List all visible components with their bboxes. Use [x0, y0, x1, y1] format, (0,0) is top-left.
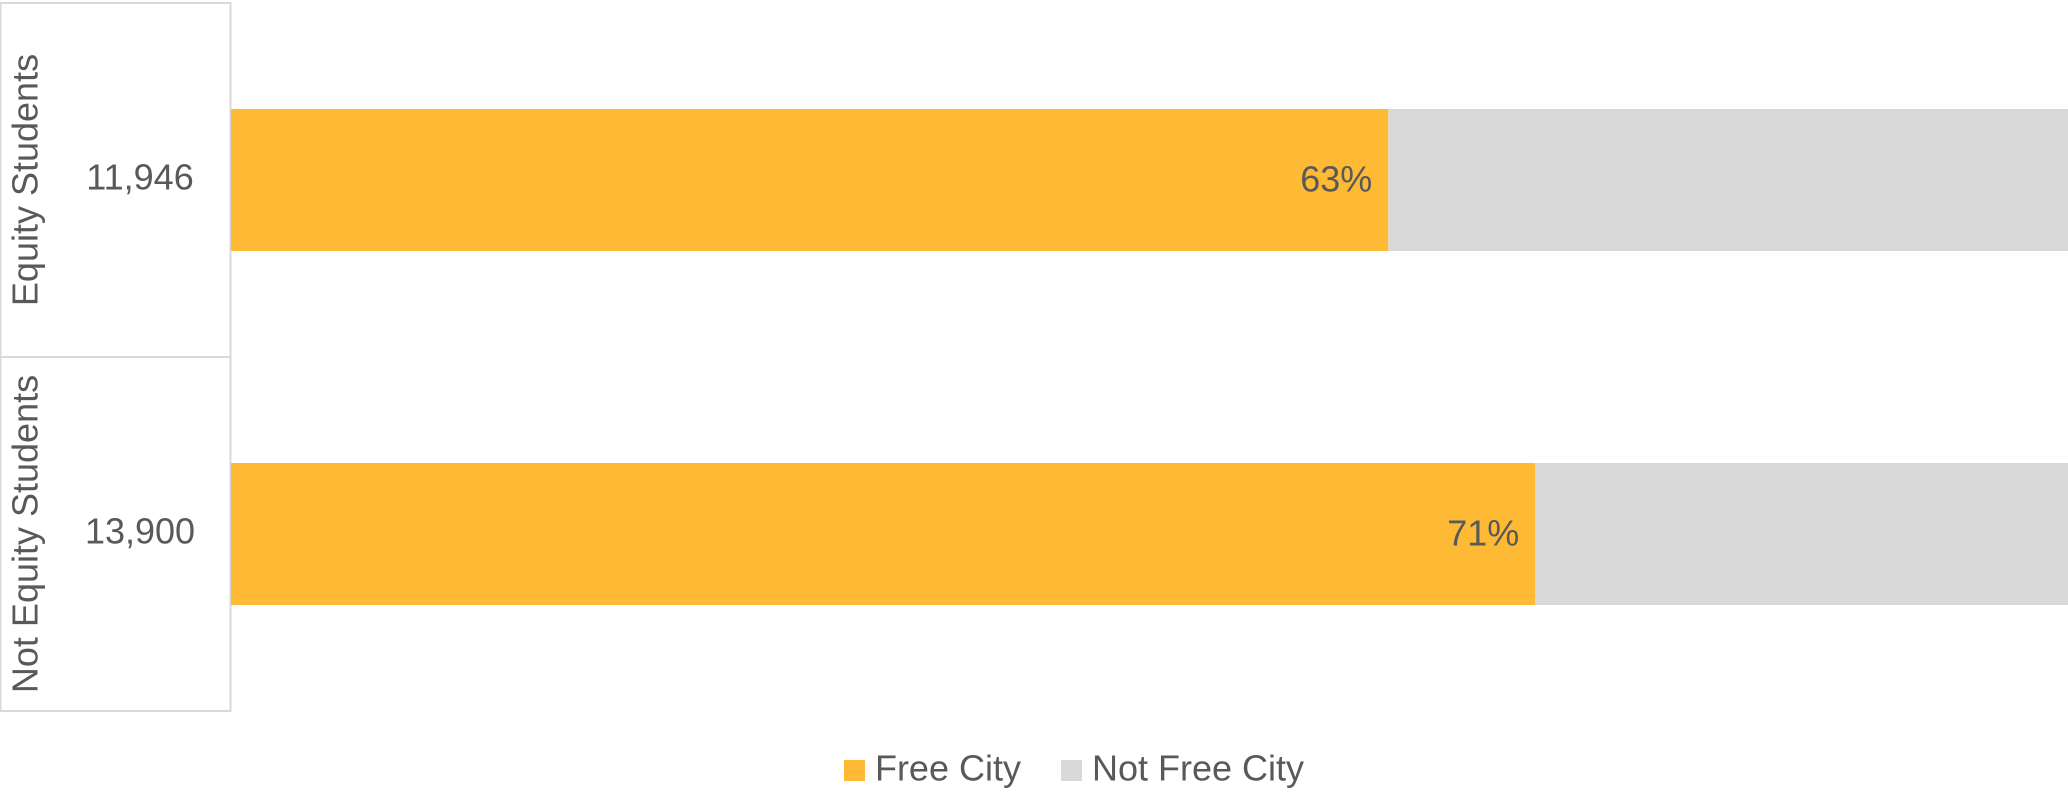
group-total: 13,900 — [85, 511, 195, 552]
bar-segment — [231, 109, 1389, 251]
value-label: 71% — [1447, 513, 1519, 554]
row-label: Not Equity Students — [5, 375, 46, 693]
legend-label: Not Free City — [1092, 748, 1304, 789]
value-label: 63% — [1300, 159, 1372, 200]
legend-swatch — [843, 760, 865, 781]
row-label: Equity Students — [5, 54, 46, 306]
legend-label: Free City — [875, 748, 1021, 789]
group-total: 11,946 — [86, 157, 193, 198]
bar-segment — [1535, 463, 2068, 605]
legend-swatch — [1060, 760, 1082, 781]
bar-segment — [231, 463, 1536, 605]
bar-segment — [1388, 109, 2068, 251]
